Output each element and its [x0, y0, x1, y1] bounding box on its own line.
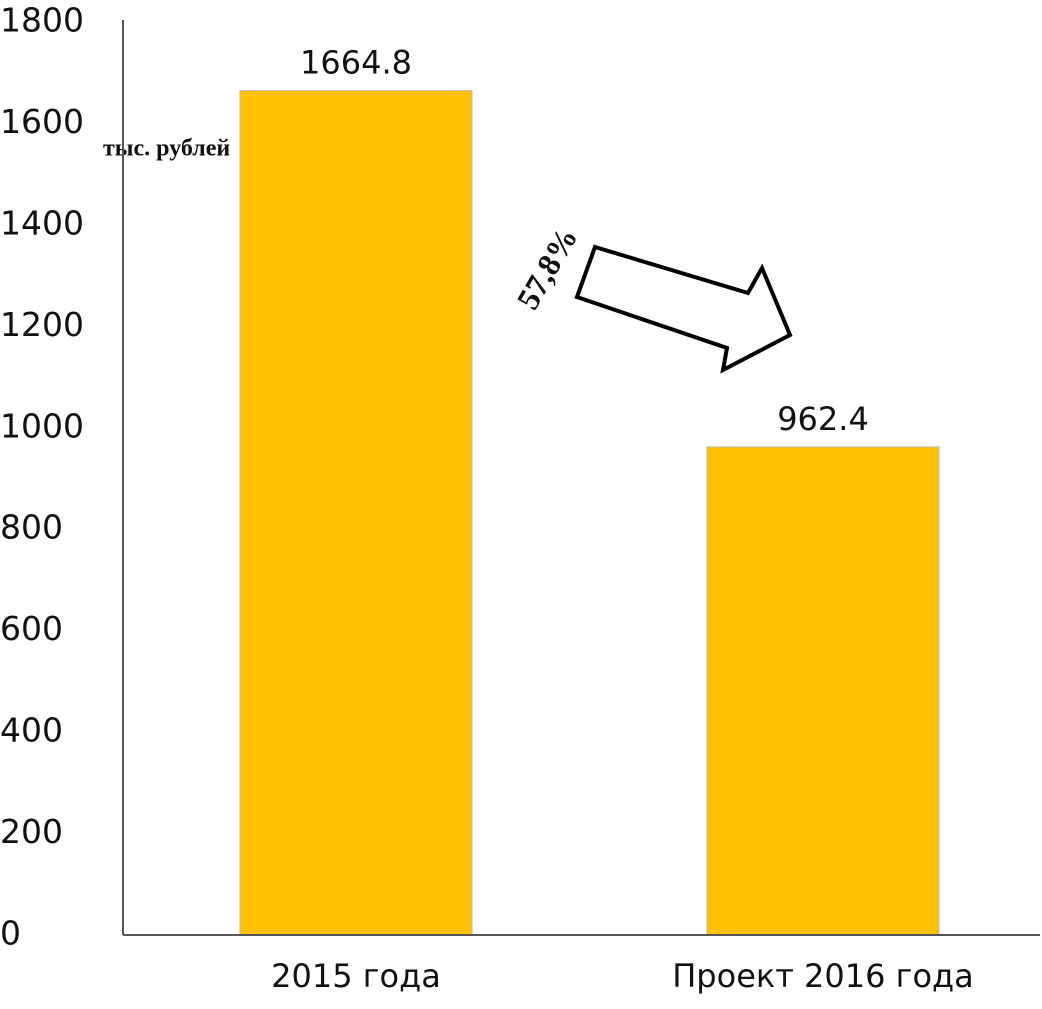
x-tick-label: 2015 года — [271, 957, 441, 995]
y-tick-label: 1800 — [0, 1, 84, 40]
bar — [239, 90, 473, 936]
y-tick-label: 200 — [0, 812, 63, 851]
value-label: 962.4 — [777, 400, 869, 438]
y-tick-label: 400 — [0, 711, 63, 750]
y-tick-label: 800 — [0, 508, 63, 547]
x-tick-label: Проект 2016 года — [672, 957, 974, 995]
unit-label: тыс. рублей — [103, 136, 230, 162]
percent-annotation: 57,8% — [509, 221, 584, 315]
y-tick-label: 0 — [0, 914, 21, 953]
bar — [706, 446, 940, 936]
value-label: 1664.8 — [300, 44, 412, 82]
y-tick-label: 1600 — [0, 102, 84, 141]
y-tick-label: 1400 — [0, 203, 84, 242]
arrow — [574, 244, 793, 374]
y-tick-label: 1000 — [0, 406, 84, 445]
y-tick-label: 1200 — [0, 305, 84, 344]
y-tick-label: 600 — [0, 609, 63, 648]
